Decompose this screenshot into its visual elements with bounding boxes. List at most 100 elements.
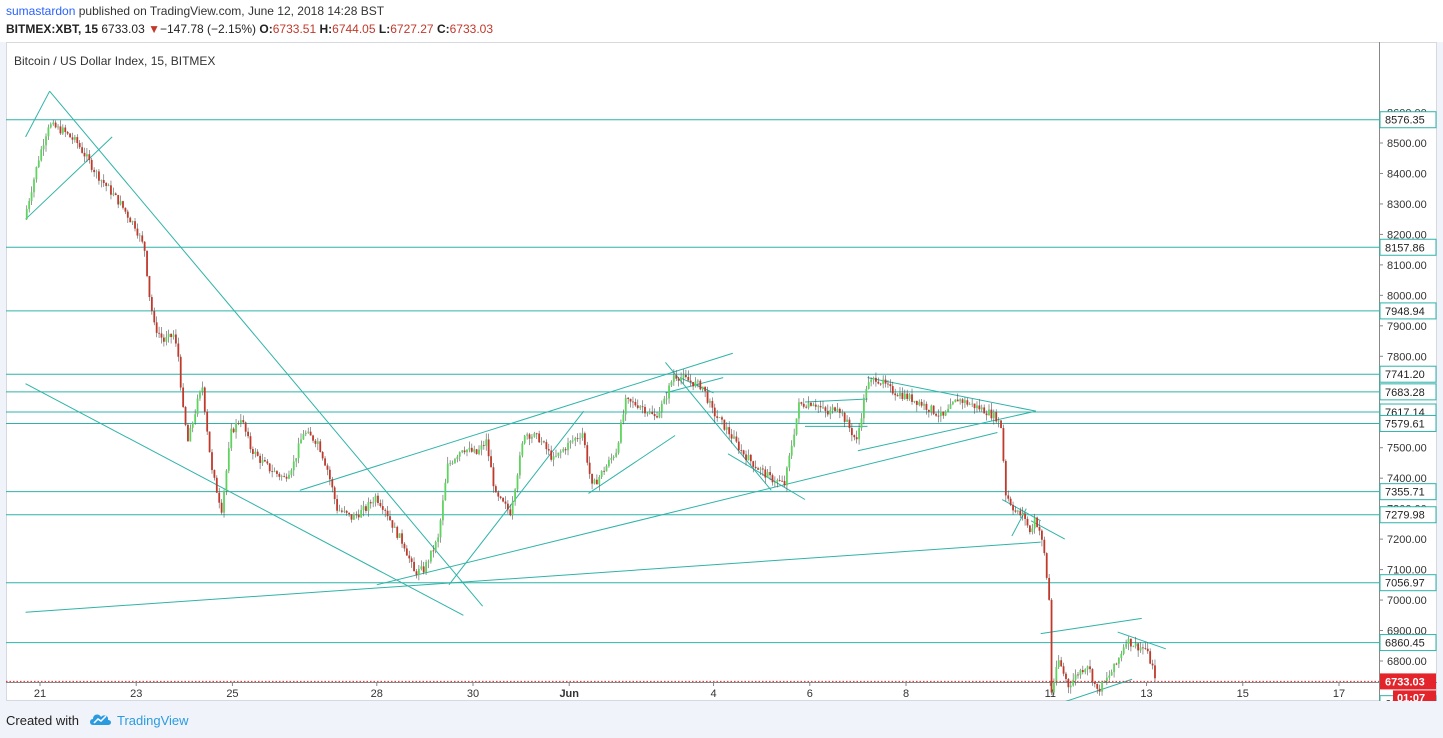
candle-body — [131, 221, 134, 223]
candle-body — [766, 472, 769, 478]
candle-body — [35, 167, 38, 180]
candle-body — [641, 406, 644, 408]
candle-body — [454, 459, 456, 463]
candle-body — [1132, 646, 1135, 648]
candle-body — [790, 445, 793, 456]
footer: Created with TradingView — [0, 702, 1443, 738]
candle-body — [494, 486, 497, 493]
candle-body — [69, 133, 71, 138]
tradingview-brand-link[interactable]: TradingView — [117, 713, 189, 728]
candle-body — [463, 450, 466, 453]
candle-body — [321, 451, 324, 459]
candle-body — [891, 386, 894, 394]
candle-body — [381, 506, 384, 510]
candle-body — [449, 463, 452, 465]
candle-body — [569, 440, 572, 443]
x-tick-label: 28 — [371, 688, 383, 700]
candle-body — [528, 434, 531, 439]
countdown-box — [1393, 690, 1436, 701]
candle-body — [636, 405, 639, 408]
candle-body — [526, 434, 529, 436]
trend-line — [588, 435, 676, 494]
candle-body — [162, 337, 165, 342]
candle-body — [182, 387, 185, 407]
level-label: 7683.28 — [1385, 387, 1425, 399]
candle-body — [761, 468, 764, 470]
candle-body — [581, 433, 584, 438]
candle-body — [444, 482, 447, 501]
candle-body — [206, 411, 209, 432]
candle-body — [961, 399, 964, 403]
candle-body — [802, 403, 805, 407]
price-change: −147.78 (−2.15%) — [159, 22, 257, 36]
level-label-box — [1379, 111, 1437, 129]
candle-body — [624, 397, 627, 415]
candle-body — [345, 510, 348, 513]
candle-body — [430, 550, 432, 562]
candle-body — [730, 434, 733, 439]
candle-body — [40, 149, 43, 161]
x-tick-label: 21 — [34, 688, 46, 700]
candle-body — [836, 408, 839, 411]
trend-line — [25, 383, 464, 616]
candle-body — [1113, 663, 1115, 673]
candle-body — [834, 407, 836, 411]
candle-body — [1060, 660, 1063, 667]
x-tick-label: 8 — [903, 688, 909, 700]
candle-body — [331, 479, 334, 488]
candle-body — [1065, 673, 1067, 680]
candle-body — [451, 462, 454, 464]
candle-body — [805, 406, 808, 408]
candle-body — [1125, 643, 1128, 648]
candle-body — [64, 127, 67, 132]
candle-body — [126, 211, 129, 218]
candle-body — [365, 506, 367, 511]
candle-body — [509, 509, 512, 516]
candle-body — [723, 419, 726, 430]
candle-body — [1033, 517, 1036, 529]
candle-body — [800, 402, 803, 404]
candle-body — [273, 471, 276, 472]
candle-body — [1053, 682, 1055, 693]
candle-body — [829, 410, 832, 415]
candle-body — [86, 154, 88, 157]
candle-body — [386, 510, 389, 517]
candle-body — [379, 502, 382, 507]
candle-body — [814, 404, 817, 407]
candle-body — [1115, 663, 1118, 665]
candle-body — [81, 147, 83, 153]
level-label: 7579.61 — [1385, 418, 1425, 430]
chart-panel[interactable]: Bitcoin / US Dollar Index, 15, BITMEX 680… — [6, 42, 1437, 701]
trend-line — [679, 377, 714, 394]
y-tick-label: 6800.00 — [1387, 656, 1427, 668]
candle-body — [593, 479, 596, 484]
candle-body — [314, 440, 317, 444]
candle-body — [167, 333, 170, 338]
candle-body — [1149, 651, 1152, 664]
candle-body — [1062, 666, 1065, 674]
candle-body — [30, 192, 33, 202]
candle-body — [983, 407, 986, 414]
candle-body — [148, 276, 151, 298]
candle-body — [1086, 666, 1089, 670]
candle-body — [533, 433, 536, 437]
candle-body — [997, 420, 1000, 422]
level-label: 6860.45 — [1385, 638, 1425, 650]
candle-body — [473, 449, 476, 452]
x-tick-label: 13 — [1140, 688, 1152, 700]
candle-body — [292, 461, 295, 471]
candle-body — [894, 393, 897, 396]
candle-body — [865, 388, 868, 398]
tradingview-cloud-icon[interactable] — [88, 711, 112, 727]
candle-body — [579, 437, 581, 439]
candle-body — [437, 537, 440, 542]
candle-body — [793, 434, 796, 446]
candle-body — [432, 550, 435, 552]
candle-body — [1057, 660, 1060, 667]
candle-body — [45, 136, 47, 146]
candle-body — [1084, 669, 1087, 673]
candle-body — [425, 561, 427, 573]
price-chart[interactable]: Bitcoin / US Dollar Index, 15, BITMEX680… — [6, 42, 1437, 701]
author-link[interactable]: sumastardon — [6, 4, 76, 18]
candle-body — [728, 427, 731, 435]
